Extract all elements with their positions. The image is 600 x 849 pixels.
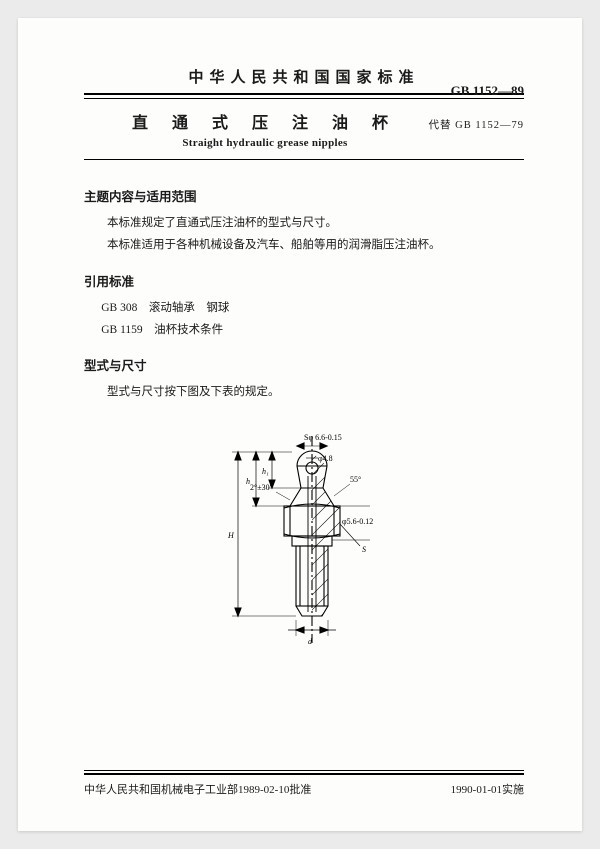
dims-paragraph: 型式与尺寸按下图及下表的规定。 <box>84 382 524 404</box>
label-S: S <box>362 545 366 554</box>
rule-after-title <box>84 159 524 160</box>
label-angle-left: 2°±30′ <box>250 483 272 492</box>
footer-rule-bot <box>84 773 524 775</box>
label-h1: h₁ <box>262 467 269 476</box>
title-en: Straight hydraulic grease nipples <box>118 137 412 149</box>
ref-item-2: GB 1159 油杯技术条件 <box>101 320 524 342</box>
ref-item-1: GB 308 滚动轴承 钢球 <box>101 298 524 320</box>
title-bar: 直 通 式 压 注 油 杯 Straight hydraulic grease … <box>84 109 524 149</box>
footer-line: 中华人民共和国机械电子工业部1989-02-10批准 1990-01-01实施 <box>84 781 524 797</box>
footer: 中华人民共和国机械电子工业部1989-02-10批准 1990-01-01实施 <box>84 770 524 797</box>
footer-rule-top <box>84 770 524 771</box>
label-top-s: Sφ 6.6-0.15 <box>304 433 342 442</box>
section-dims-head: 型式与尺寸 <box>84 355 524 374</box>
label-angle-right: 55° <box>350 475 361 484</box>
grease-nipple-diagram: Sφ 6.6-0.15 φ4.8 2°±30′ 55° φ5.6-0.12 H … <box>184 428 424 658</box>
label-H: H <box>227 531 235 540</box>
section-refs-head: 引用标准 <box>84 271 524 290</box>
label-phi48: φ4.8 <box>318 454 333 463</box>
figure: Sφ 6.6-0.15 φ4.8 2°±30′ 55° φ5.6-0.12 H … <box>84 428 524 663</box>
standard-code: GB 1152—89 <box>412 83 524 99</box>
section-scope-head: 主题内容与适用范围 <box>84 186 524 205</box>
label-phi56: φ5.6-0.12 <box>342 517 373 526</box>
replaces-code: 代替 GB 1152—79 <box>412 117 524 132</box>
footer-issued: 中华人民共和国机械电子工业部1989-02-10批准 <box>84 781 311 797</box>
page: 中华人民共和国国家标准 直 通 式 压 注 油 杯 Straight hydra… <box>18 18 582 831</box>
scope-paragraph-1: 本标准规定了直通式压注油杯的型式与尺寸。 <box>84 213 524 235</box>
footer-effective: 1990-01-01实施 <box>451 781 524 797</box>
title-right: GB 1152—89 代替 GB 1152—79 <box>412 109 524 132</box>
title-left: 直 通 式 压 注 油 杯 Straight hydraulic grease … <box>84 109 412 149</box>
label-h: h <box>246 477 250 486</box>
scope-paragraph-2: 本标准适用于各种机械设备及汽车、船舶等用的润滑脂压注油杯。 <box>84 235 524 257</box>
title-zh: 直 通 式 压 注 油 杯 <box>118 109 412 133</box>
